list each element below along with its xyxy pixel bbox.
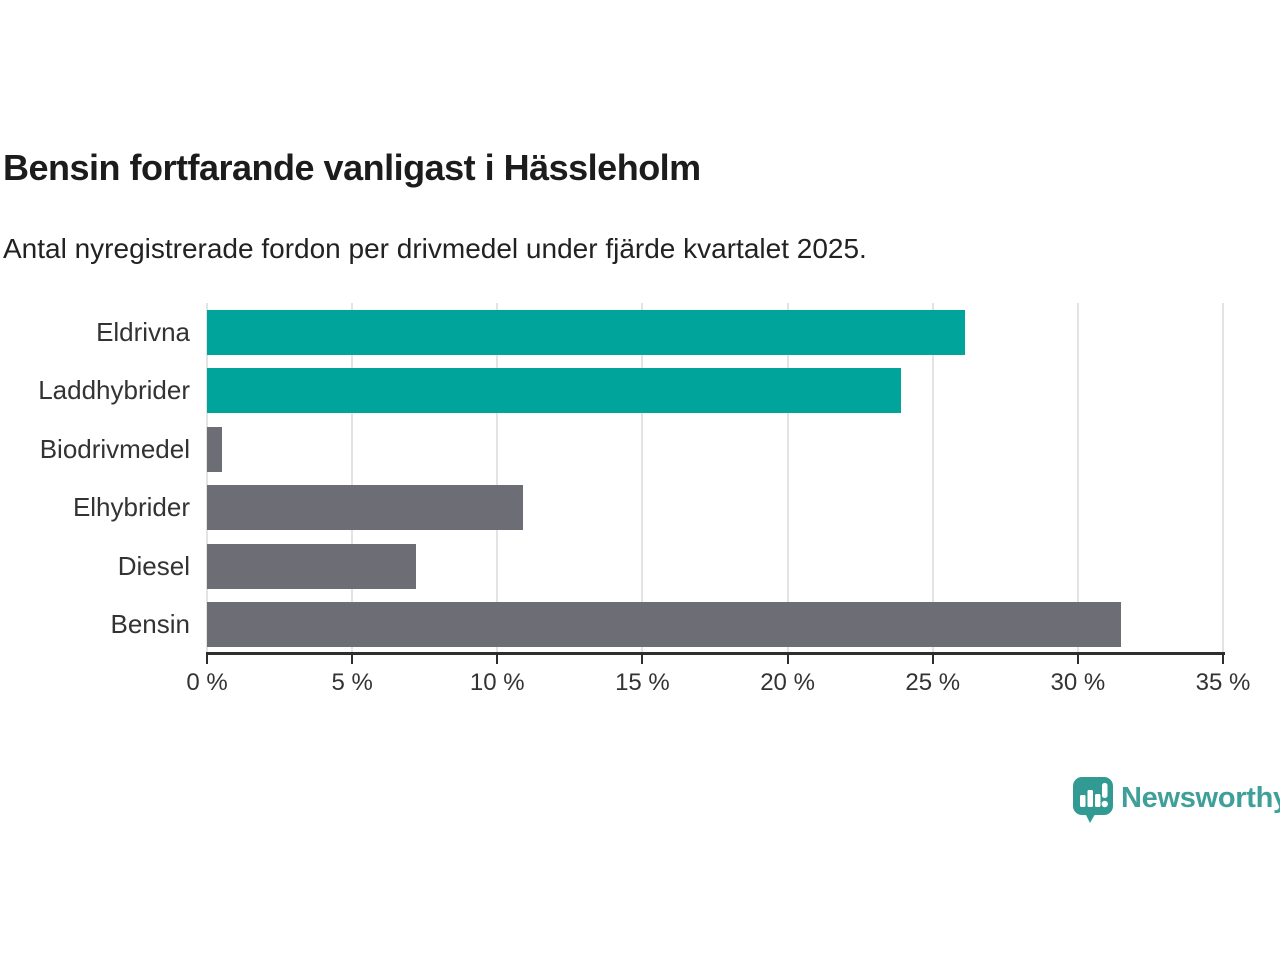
newsworthy-speech-bubble-icon [1073, 777, 1113, 823]
category-label-laddhybrider: Laddhybrider [38, 375, 190, 406]
tick-label-35-pct: 35 % [1195, 669, 1251, 696]
category-label-column: Eldrivna Laddhybrider Biodrivmedel Elhybrid… [0, 303, 190, 654]
tick-mark-15-pct [641, 655, 644, 664]
newsworthy-wordmark: Newsworthy [1121, 782, 1280, 814]
category-label-diesel: Diesel [117, 550, 190, 581]
category-label-eldrivna: Eldrivna [96, 316, 190, 347]
tick-label-15-pct: 15 % [615, 669, 670, 696]
tick-mark-0-pct [206, 655, 208, 664]
bar-elhybrider [207, 485, 524, 531]
bar-row-elhybrider [207, 479, 1223, 538]
bar-diesel [207, 543, 416, 589]
bar-rows [207, 303, 1223, 654]
bar-row-eldrivna [207, 303, 1223, 362]
chart-title: Bensin fortfarande vanligast i Hässlehol… [3, 147, 701, 188]
bar-row-diesel [207, 537, 1223, 596]
tick-mark-30-pct [1076, 655, 1079, 664]
gridline-15-pct [641, 303, 644, 654]
tick-mark-5-pct [351, 655, 354, 664]
tick-mark-10-pct [496, 655, 499, 664]
tick-label-5-pct: 5 % [331, 669, 373, 696]
category-label-biodrivmedel: Biodrivmedel [39, 433, 190, 464]
bar-row-bensin [207, 596, 1223, 655]
tick-label-10-pct: 10 % [469, 669, 525, 696]
tick-mark-25-pct [931, 655, 934, 664]
bar-biodrivmedel [207, 426, 222, 472]
tick-label-25-pct: 25 % [905, 669, 961, 696]
tick-label-20-pct: 20 % [760, 669, 815, 696]
gridline-10-pct [496, 303, 499, 654]
bar-row-laddhybrider [207, 362, 1223, 421]
chart-subtitle: Antal nyregistrerade fordon per drivmede… [3, 233, 867, 264]
category-label-bensin: Bensin [110, 609, 191, 640]
bar-eldrivna [207, 309, 965, 355]
gridline-30-pct [1076, 303, 1079, 654]
bar-row-biodrivmedel [207, 420, 1223, 479]
bar-bensin [207, 602, 1122, 648]
tick-mark-35-pct [1222, 655, 1224, 664]
tick-mark-20-pct [786, 655, 789, 664]
tick-label-30-pct: 30 % [1050, 669, 1106, 696]
gridline-35-pct [1222, 303, 1224, 654]
newsworthy-logo: Newsworthy [1071, 776, 1280, 824]
x-axis-line [206, 652, 1225, 655]
bar-laddhybrider [207, 368, 901, 414]
gridline-25-pct [931, 303, 934, 654]
plot-area [206, 303, 1224, 654]
gridline-0-pct [206, 303, 208, 654]
gridline-20-pct [786, 303, 789, 654]
tick-label-0-pct: 0 % [186, 669, 228, 696]
gridline-5-pct [351, 303, 354, 654]
category-label-elhybrider: Elhybrider [72, 492, 190, 523]
